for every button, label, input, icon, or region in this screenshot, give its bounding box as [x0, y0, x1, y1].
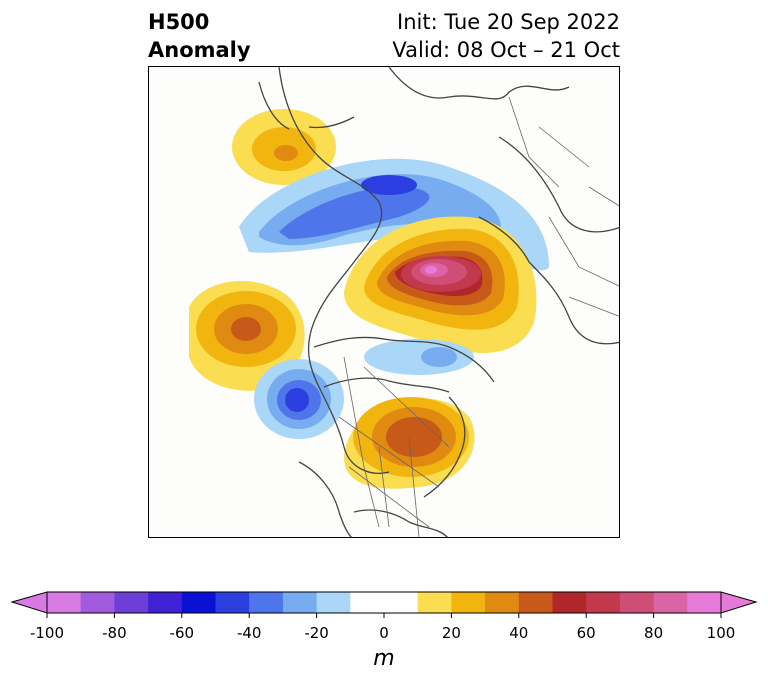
- colorbar-tick-label: -80: [102, 624, 127, 642]
- political-borders: [338, 96, 619, 537]
- colorbar-bin: [518, 592, 553, 613]
- colorbar-bin: [653, 592, 688, 613]
- colorbar-bin: [114, 592, 149, 613]
- colorbar-tick-label: 60: [576, 624, 596, 642]
- colorbar-tickmarks: [46, 613, 722, 618]
- colorbar-extend-high: [720, 591, 758, 614]
- colorbar-bin: [181, 592, 216, 613]
- map-title-line2: Anomaly: [148, 38, 251, 62]
- colorbar-bin: [215, 592, 250, 613]
- colorbar-unit-label: m: [373, 646, 395, 671]
- valid-date-label: Valid: 08 Oct – 21 Oct: [392, 38, 620, 62]
- colorbar-tick-label: -60: [169, 624, 195, 642]
- init-date-label: Init: Tue 20 Sep 2022: [397, 10, 620, 34]
- colorbar-tick-label: 40: [509, 624, 529, 642]
- colorbar-bin: [417, 592, 452, 613]
- colorbar-bin: [586, 592, 621, 613]
- colorbar-bin: [148, 592, 183, 613]
- colorbar-bin: [316, 592, 351, 613]
- colorbar-bin: [619, 592, 655, 613]
- colorbar-bin: [350, 592, 385, 613]
- map-panel: [148, 66, 620, 538]
- colorbar-tick-label: -100: [29, 624, 65, 642]
- colorbar-bin: [552, 592, 587, 613]
- colorbar-bins: [47, 592, 722, 613]
- colorbar-bin: [384, 592, 419, 613]
- anomaly-siberia-strong-positive: [344, 216, 537, 354]
- map-dates: Init: Tue 20 Sep 2022 Valid: 08 Oct – 21…: [392, 8, 620, 64]
- anomaly-ne-asia-positive: [232, 109, 336, 185]
- colorbar-tick-labels: -100 -80 -60 -40 -20 0 20 40 60 80 100: [0, 624, 768, 644]
- map-title-line1: H500: [148, 10, 210, 34]
- colorbar-bin: [282, 592, 318, 613]
- colorbar-tick-label: -20: [304, 624, 329, 642]
- anomaly-map: [189, 67, 619, 537]
- colorbar-tick-label: 80: [644, 624, 664, 642]
- colorbar-tick-label: 100: [706, 624, 736, 642]
- map-title: H500 Anomaly: [148, 8, 251, 64]
- colorbar-tick-label: -40: [236, 624, 262, 642]
- anomaly-gulf-of-alaska-negative: [254, 359, 344, 439]
- colorbar-extend-low: [10, 591, 48, 614]
- anomaly-north-pacific-positive: [189, 280, 305, 391]
- colorbar-bin: [485, 592, 520, 613]
- colorbar-bin: [47, 592, 82, 613]
- colorbar-tick-label: 0: [379, 624, 389, 642]
- colorbar-bin: [451, 592, 486, 613]
- coastlines: [258, 67, 619, 537]
- colorbar-bin: [80, 592, 115, 613]
- colorbar-bin: [249, 592, 284, 613]
- colorbar-tick-label: 20: [441, 624, 461, 642]
- anomaly-canadian-arctic-negative: [364, 339, 474, 375]
- colorbar: [10, 591, 758, 618]
- colorbar-bin: [687, 592, 722, 613]
